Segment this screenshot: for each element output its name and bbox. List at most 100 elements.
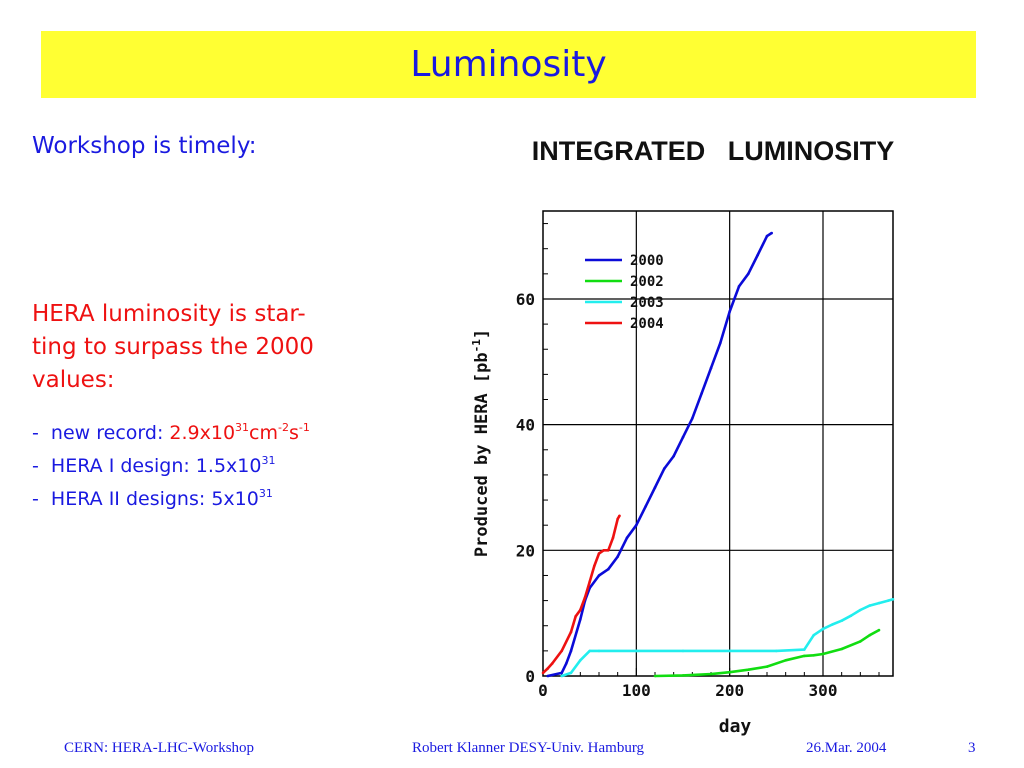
data-point-2004 <box>611 536 615 540</box>
data-point-2003 <box>803 648 806 651</box>
legend-label-2003: 2003 <box>630 295 664 311</box>
y-axis-label: Produced by HERA [pb-1] <box>470 329 492 557</box>
data-point-2000 <box>579 618 582 621</box>
footer-page-number: 3 <box>968 740 976 756</box>
footer-author: Robert Klanner DESY-Univ. Hamburg <box>412 740 645 756</box>
data-point-2000 <box>616 555 619 558</box>
series-2004 <box>541 514 621 675</box>
data-point-2000 <box>700 391 703 395</box>
data-point-2003 <box>821 627 825 631</box>
data-point-2004 <box>583 596 587 599</box>
data-point-2002 <box>681 674 685 677</box>
data-point-2002 <box>747 668 750 671</box>
data-point-2000 <box>644 505 647 508</box>
hera-line-2: ting to surpass the 2000 <box>32 334 314 360</box>
bullet-hera1-text: - HERA I design: 1.5x10 <box>32 455 262 477</box>
unit-s: s <box>288 422 299 444</box>
data-point-2002 <box>859 640 862 643</box>
data-point-2004 <box>574 615 577 618</box>
footer-date: 26.Mar. 2004 <box>806 740 887 756</box>
data-point-2003 <box>868 604 871 607</box>
data-point-2004 <box>579 608 582 612</box>
data-point-2000 <box>672 454 675 458</box>
series <box>541 231 895 678</box>
data-point-2004 <box>541 671 545 675</box>
data-point-2004 <box>560 649 563 653</box>
y-axis-label-close: ] <box>472 329 492 339</box>
data-point-2000 <box>681 435 685 439</box>
unit-cm-exponent: -2 <box>278 421 289 434</box>
data-point-2003 <box>681 649 685 653</box>
axis-ticks: 0 100 200 300 0 20 40 60 <box>516 223 880 700</box>
footer-workshop: CERN: HERA-LHC-Workshop <box>64 740 255 756</box>
data-point-2003 <box>812 633 815 637</box>
y-tick-label: 60 <box>516 290 535 309</box>
bullet-hera2-design: - HERA II designs: 5x1031 <box>32 483 310 516</box>
y-tick-label: 40 <box>516 416 535 435</box>
slide-title: Luminosity <box>410 44 607 85</box>
unit-s-exponent: -1 <box>298 421 310 434</box>
series-line-2003 <box>561 598 894 678</box>
data-point-2000 <box>765 234 769 238</box>
data-point-2000 <box>719 341 722 345</box>
data-point-2003 <box>597 649 601 653</box>
data-point-2002 <box>765 665 769 668</box>
data-point-2004 <box>588 580 591 583</box>
data-point-2003 <box>579 659 582 662</box>
series-2000 <box>546 231 773 678</box>
data-point-2004 <box>607 549 610 552</box>
data-point-2000 <box>653 486 657 489</box>
x-tick-label: 200 <box>715 681 744 700</box>
data-point-2002 <box>840 647 843 651</box>
bullet-list: - new record: 2.9x1031cm-2s-1 - HERA I d… <box>32 417 310 516</box>
data-point-2003 <box>891 598 895 601</box>
legend-label-2004: 2004 <box>630 316 664 332</box>
data-point-2002 <box>803 654 806 658</box>
record-value: 2.9x1031cm-2s-1 <box>169 422 309 444</box>
data-point-2000 <box>597 574 601 577</box>
series-2002 <box>653 628 881 678</box>
series-line-2004 <box>542 515 621 674</box>
legend-label-2002: 2002 <box>630 274 664 290</box>
luminosity-chart: INTEGRATED LUMINOSITY 0 100 200 3000204060 … <box>470 136 895 737</box>
data-point-2002 <box>821 652 825 656</box>
bullet-hera1-design: - HERA I design: 1.5x1031 <box>32 450 310 483</box>
data-point-2000 <box>560 671 563 675</box>
data-point-2000 <box>625 536 629 540</box>
data-point-2002 <box>653 674 657 678</box>
hera-line-1: HERA luminosity is star- <box>32 301 306 327</box>
legend: 2000 2002 2003 2004 <box>585 253 664 332</box>
data-point-2000 <box>635 523 638 527</box>
bullet-new-record-prefix: - new record: <box>32 422 170 444</box>
data-point-2004 <box>597 552 601 555</box>
x-tick-label: 100 <box>622 681 651 700</box>
data-point-2000 <box>728 310 731 313</box>
data-point-2000 <box>770 231 773 235</box>
legend-label-2000: 2000 <box>630 253 664 269</box>
data-point-2000 <box>747 272 750 276</box>
data-point-2003 <box>560 674 563 678</box>
hera-paragraph: HERA luminosity is star- ting to surpass… <box>32 298 392 397</box>
data-point-2000 <box>569 649 573 653</box>
grid <box>543 211 893 676</box>
data-point-2002 <box>877 628 881 632</box>
y-tick-label: 0 <box>525 667 535 686</box>
y-axis-label-sup: -1 <box>470 339 483 353</box>
data-point-2002 <box>812 654 815 657</box>
data-point-2000 <box>737 285 741 288</box>
data-point-2002 <box>868 633 871 637</box>
data-point-2003 <box>840 619 843 622</box>
data-point-2003 <box>569 671 573 675</box>
record-mantissa: 2.9x10 <box>169 422 236 444</box>
data-point-2004 <box>551 662 554 665</box>
data-point-2004 <box>546 667 549 670</box>
data-point-2000 <box>756 253 759 257</box>
data-point-2000 <box>565 662 568 665</box>
y-tick-label: 20 <box>516 541 535 560</box>
data-point-2003 <box>775 649 778 653</box>
data-point-2003 <box>859 608 862 612</box>
data-point-2004 <box>618 514 621 518</box>
data-point-2003 <box>588 649 591 653</box>
chart-title: INTEGRATED LUMINOSITY <box>532 136 895 166</box>
data-point-2000 <box>709 366 713 370</box>
